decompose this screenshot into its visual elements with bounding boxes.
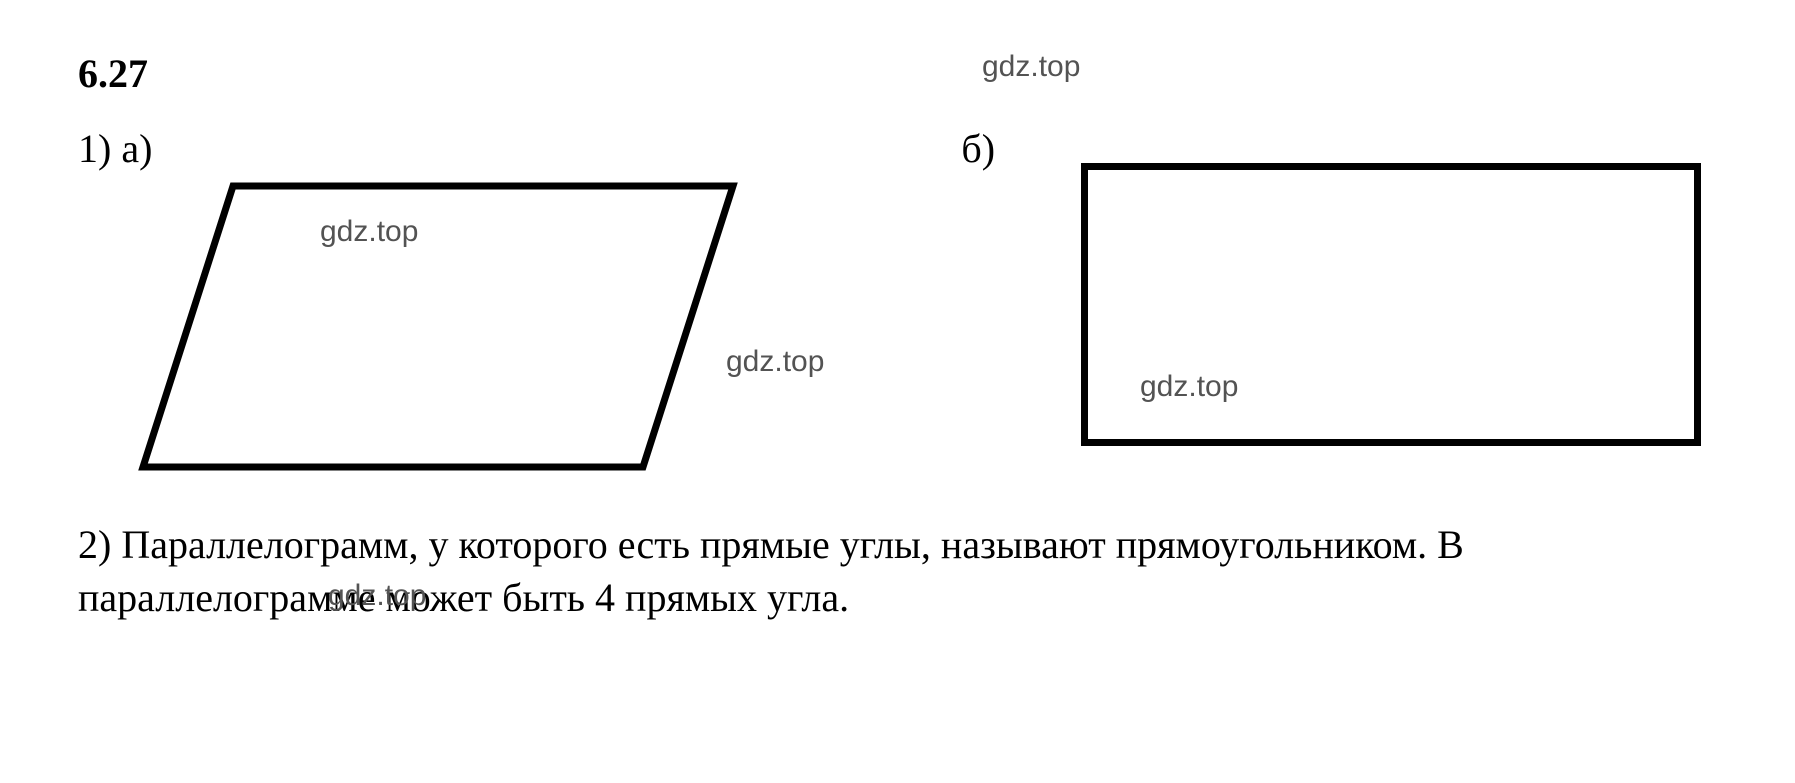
part2-text: 2) Параллелограмм, у которого есть прямы… [78, 519, 1717, 625]
label-1a: 1) а) [78, 125, 152, 172]
parallelogram-wrapper [78, 125, 873, 479]
rectangle-wrapper [961, 125, 1717, 446]
label-1b: б) [961, 125, 995, 172]
figure-a-column: 1) а) [78, 125, 873, 479]
figures-row: 1) а) б) [78, 125, 1717, 479]
problem-number: 6.27 [78, 50, 1717, 97]
parallelogram-polygon [143, 186, 733, 467]
page-root: 6.27 1) а) б) 2) Параллелограмм, у котор… [0, 0, 1795, 783]
rectangle-shape [1081, 163, 1701, 446]
figure-b-column: б) [961, 125, 1717, 446]
parallelogram-shape [138, 179, 738, 474]
